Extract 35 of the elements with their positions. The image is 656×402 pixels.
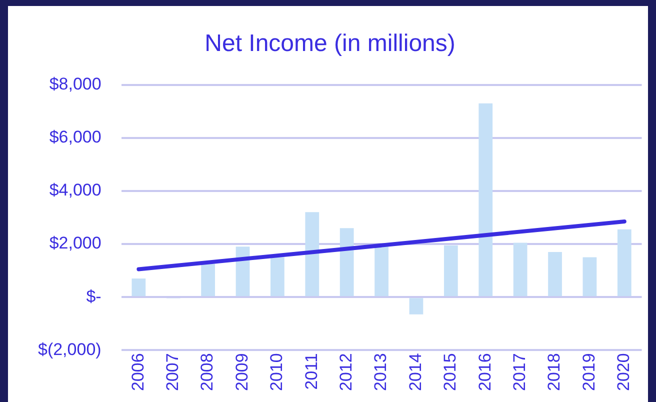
x-tick-label: 2008	[198, 353, 217, 392]
x-tick-label: 2013	[371, 353, 390, 392]
y-tick-label: $2,000	[49, 234, 102, 253]
y-tick-label: $(2,000)	[38, 340, 102, 359]
y-tick-label: $-	[86, 286, 102, 306]
x-tick-label: 2006	[128, 353, 148, 392]
x-tick-label: 2012	[336, 353, 356, 392]
y-tick-label: $4,000	[49, 180, 102, 200]
bar	[132, 278, 146, 296]
x-tick-label: 2010	[267, 353, 286, 392]
x-tick-label: 2009	[232, 353, 252, 392]
bar	[374, 246, 388, 296]
bar	[513, 242, 528, 296]
bar	[582, 257, 597, 296]
bar	[444, 245, 458, 296]
x-tick-label: 2015	[440, 353, 460, 392]
x-tick-label: 2007	[163, 353, 182, 392]
y-tick-label: $6,000	[49, 128, 102, 147]
bar	[305, 212, 320, 296]
bar	[340, 228, 354, 296]
x-tick-label: 2020	[614, 353, 634, 392]
bar	[548, 252, 562, 296]
bar	[617, 229, 632, 296]
x-tick-label: 2019	[579, 353, 598, 392]
bar	[201, 264, 215, 296]
x-tick-label: 2014	[406, 353, 425, 392]
x-tick-label: 2018	[544, 353, 564, 392]
bar	[409, 298, 424, 314]
x-tick-label: 2017	[510, 353, 529, 392]
bar	[478, 103, 493, 296]
x-tick-label: 2016	[475, 353, 494, 392]
x-tick-label: 2011	[302, 353, 321, 390]
chart-title: Net Income (in millions)	[204, 30, 456, 58]
y-tick-label: $8,000	[49, 74, 102, 94]
bar	[270, 257, 284, 296]
